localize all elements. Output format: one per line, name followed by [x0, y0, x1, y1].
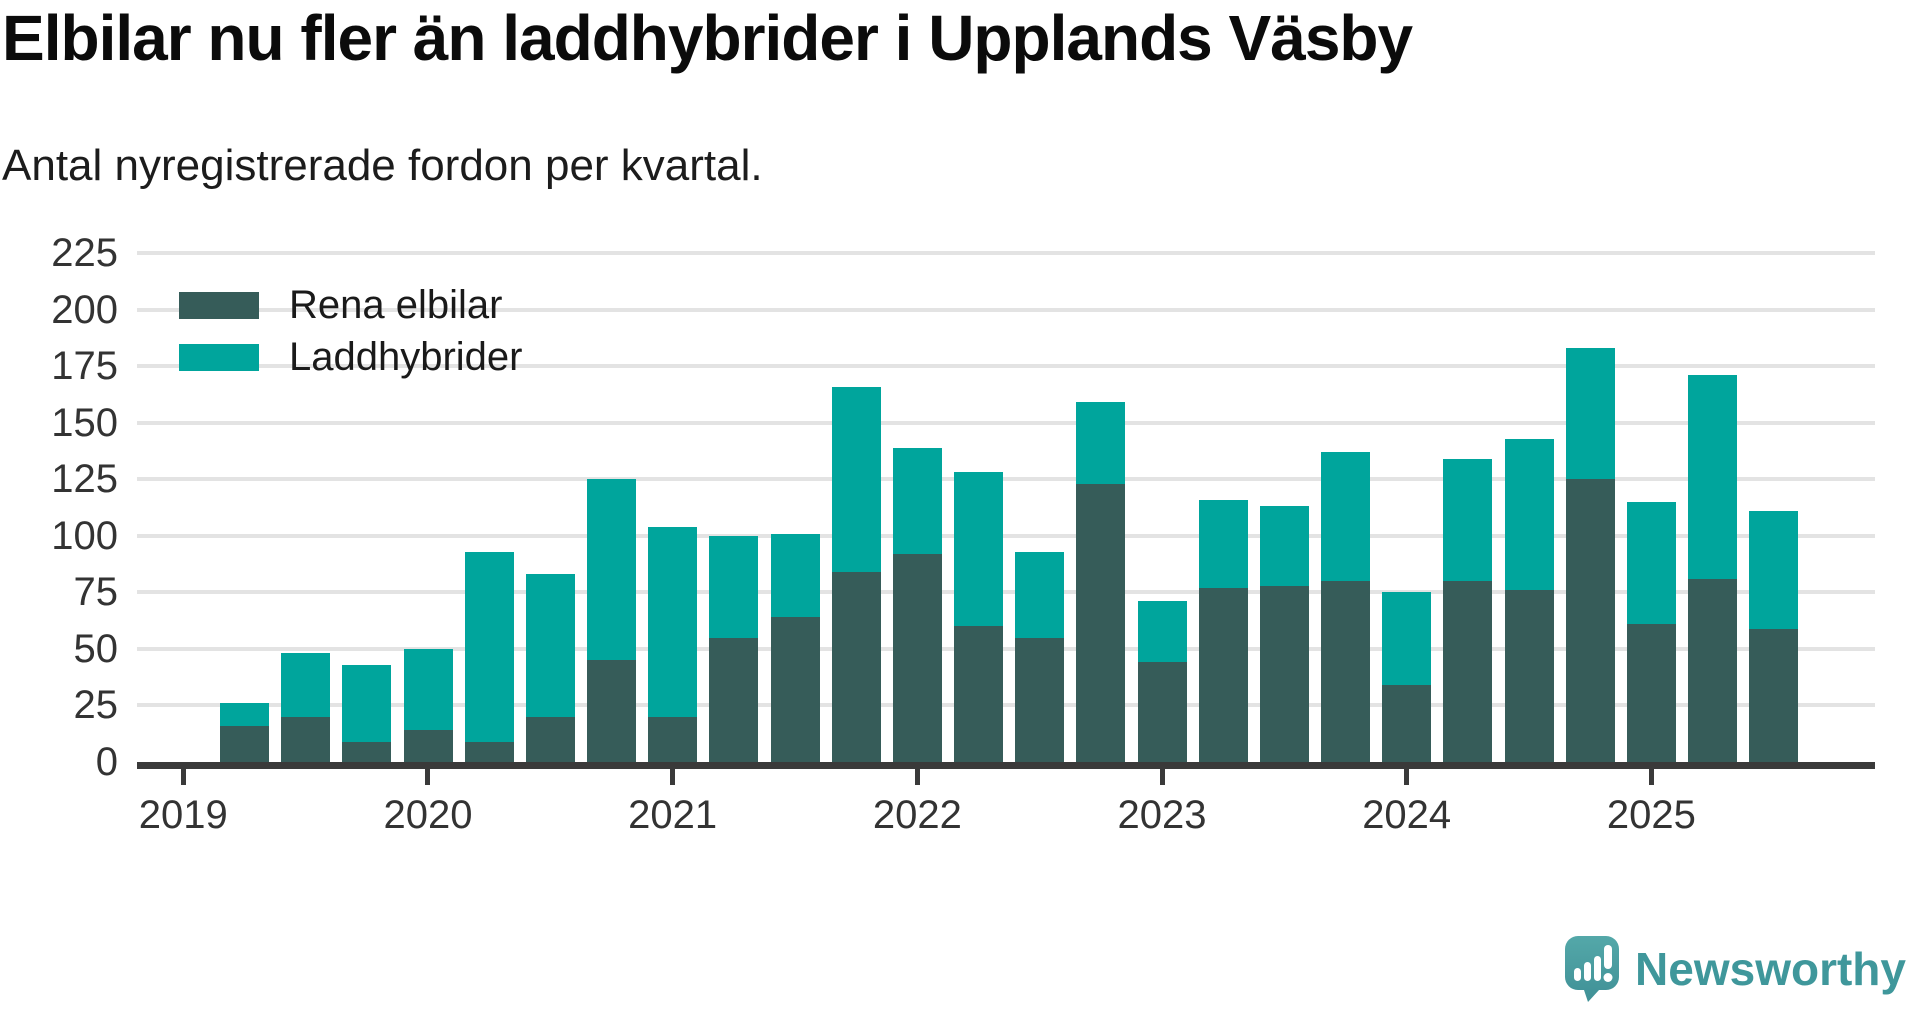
bar-2024Q3-laddhybrider [1565, 348, 1615, 480]
gridline-225 [137, 251, 1875, 256]
ytick-label-125: 125 [51, 457, 118, 502]
newsworthy-logo-icon [1565, 936, 1620, 1002]
bar-2020Q4-elbilar [648, 716, 698, 762]
bar-2023Q4-elbilar [1382, 685, 1432, 762]
bar-2022Q1-laddhybrider [954, 472, 1004, 627]
bar-2025Q2-laddhybrider [1749, 510, 1799, 629]
bar-2022Q3-laddhybrider [1076, 402, 1126, 484]
bar-2021Q1-elbilar [709, 637, 759, 762]
ytick-label-100: 100 [51, 513, 118, 558]
bar-2021Q4-laddhybrider [892, 447, 942, 554]
xtick-label-2025: 2025 [1606, 793, 1696, 837]
bar-2020Q1-laddhybrider [464, 551, 514, 742]
bar-2019Q1-elbilar [220, 725, 269, 762]
gridline-200 [137, 307, 1875, 312]
bar-2023Q1-elbilar [1198, 587, 1248, 762]
legend-label-elbilar: Rena elbilar [289, 283, 503, 327]
ytick-label-200: 200 [51, 287, 118, 332]
bar-2021Q1-laddhybrider [709, 535, 759, 638]
ytick-label-0: 0 [95, 740, 118, 784]
ytick-label-225: 225 [51, 231, 118, 276]
xtick-mark-2019 [180, 769, 186, 785]
legend-swatch-laddhybrider [179, 344, 259, 371]
bar-2020Q1-elbilar [464, 741, 514, 762]
bar-2022Q2-laddhybrider [1015, 551, 1065, 638]
bar-2021Q2-elbilar [770, 617, 820, 762]
bar-2019Q2-elbilar [281, 716, 331, 762]
bar-2019Q1-laddhybrider [220, 703, 269, 726]
newsworthy-brand: Newsworthy [1565, 936, 1906, 1002]
bar-2024Q1-elbilar [1443, 581, 1493, 762]
x-axis-line [137, 762, 1875, 769]
legend: Rena elbilar Laddhybrider [179, 283, 523, 396]
ytick-label-75: 75 [73, 570, 119, 615]
bar-2024Q4-laddhybrider [1626, 501, 1676, 624]
bar-2024Q1-laddhybrider [1443, 458, 1493, 582]
bar-2019Q4-laddhybrider [403, 648, 453, 731]
xtick-label-2020: 2020 [383, 793, 473, 837]
legend-swatch-elbilar [179, 292, 259, 319]
gridline-175 [137, 364, 1875, 369]
ytick-label-150: 150 [51, 400, 118, 445]
bar-2023Q4-laddhybrider [1382, 592, 1432, 686]
bar-2022Q3-elbilar [1076, 483, 1126, 762]
chart-subtitle: Antal nyregistrerade fordon per kvartal. [2, 141, 763, 190]
bar-2025Q1-laddhybrider [1688, 375, 1738, 579]
ytick-label-175: 175 [51, 344, 118, 389]
gridline-125 [137, 477, 1875, 482]
bar-2020Q2-laddhybrider [525, 574, 575, 717]
bar-2021Q2-laddhybrider [770, 533, 820, 618]
bar-2023Q2-elbilar [1259, 585, 1309, 762]
bar-2020Q3-elbilar [587, 660, 637, 762]
xtick-mark-2024 [1404, 769, 1410, 785]
bar-2024Q3-elbilar [1565, 479, 1615, 762]
ytick-label-25: 25 [73, 683, 119, 728]
bar-2023Q3-elbilar [1321, 581, 1371, 762]
xtick-label-2021: 2021 [628, 793, 718, 837]
newsworthy-brand-name: Newsworthy [1635, 943, 1906, 995]
xtick-mark-2025 [1648, 769, 1654, 785]
bar-2024Q2-laddhybrider [1504, 438, 1554, 591]
gridline-150 [137, 420, 1875, 425]
xtick-mark-2020 [425, 769, 431, 785]
bar-2019Q2-laddhybrider [281, 653, 331, 717]
xtick-label-2022: 2022 [872, 793, 962, 837]
xtick-mark-2021 [670, 769, 676, 785]
bar-2022Q1-elbilar [954, 626, 1004, 762]
bar-2025Q2-elbilar [1749, 628, 1799, 762]
legend-label-laddhybrider: Laddhybrider [289, 335, 523, 379]
chart-title: Elbilar nu fler än laddhybrider i Upplan… [2, 2, 1413, 74]
bar-2021Q3-laddhybrider [831, 386, 881, 572]
bar-2024Q4-elbilar [1626, 624, 1676, 762]
bar-2019Q3-laddhybrider [342, 664, 392, 742]
gridline-50 [137, 646, 1875, 651]
legend-item-laddhybrider: Laddhybrider [179, 335, 523, 379]
bar-2023Q2-laddhybrider [1259, 506, 1309, 586]
bar-2025Q1-elbilar [1688, 578, 1738, 762]
bar-2022Q4-elbilar [1137, 662, 1187, 762]
bar-2019Q4-elbilar [403, 730, 453, 762]
bar-2021Q4-elbilar [892, 553, 942, 762]
gridline-25 [137, 703, 1875, 708]
bar-2022Q2-elbilar [1015, 637, 1065, 762]
ytick-label-50: 50 [73, 626, 119, 671]
gridline-75 [137, 590, 1875, 595]
xtick-mark-2023 [1159, 769, 1165, 785]
bar-2020Q2-elbilar [525, 716, 575, 762]
xtick-label-2024: 2024 [1362, 793, 1452, 837]
gridline-100 [137, 533, 1875, 538]
legend-item-elbilar: Rena elbilar [179, 283, 523, 327]
xtick-label-2023: 2023 [1117, 793, 1207, 837]
bar-2020Q4-laddhybrider [648, 526, 698, 717]
bar-2023Q3-laddhybrider [1321, 452, 1371, 582]
xtick-mark-2022 [914, 769, 920, 785]
bar-2019Q3-elbilar [342, 741, 392, 762]
bar-2020Q3-laddhybrider [587, 479, 637, 661]
bar-2023Q1-laddhybrider [1198, 499, 1248, 588]
bar-2021Q3-elbilar [831, 571, 881, 762]
xtick-label-2019: 2019 [138, 793, 228, 837]
bar-2022Q4-laddhybrider [1137, 601, 1187, 663]
bar-2024Q2-elbilar [1504, 590, 1554, 762]
